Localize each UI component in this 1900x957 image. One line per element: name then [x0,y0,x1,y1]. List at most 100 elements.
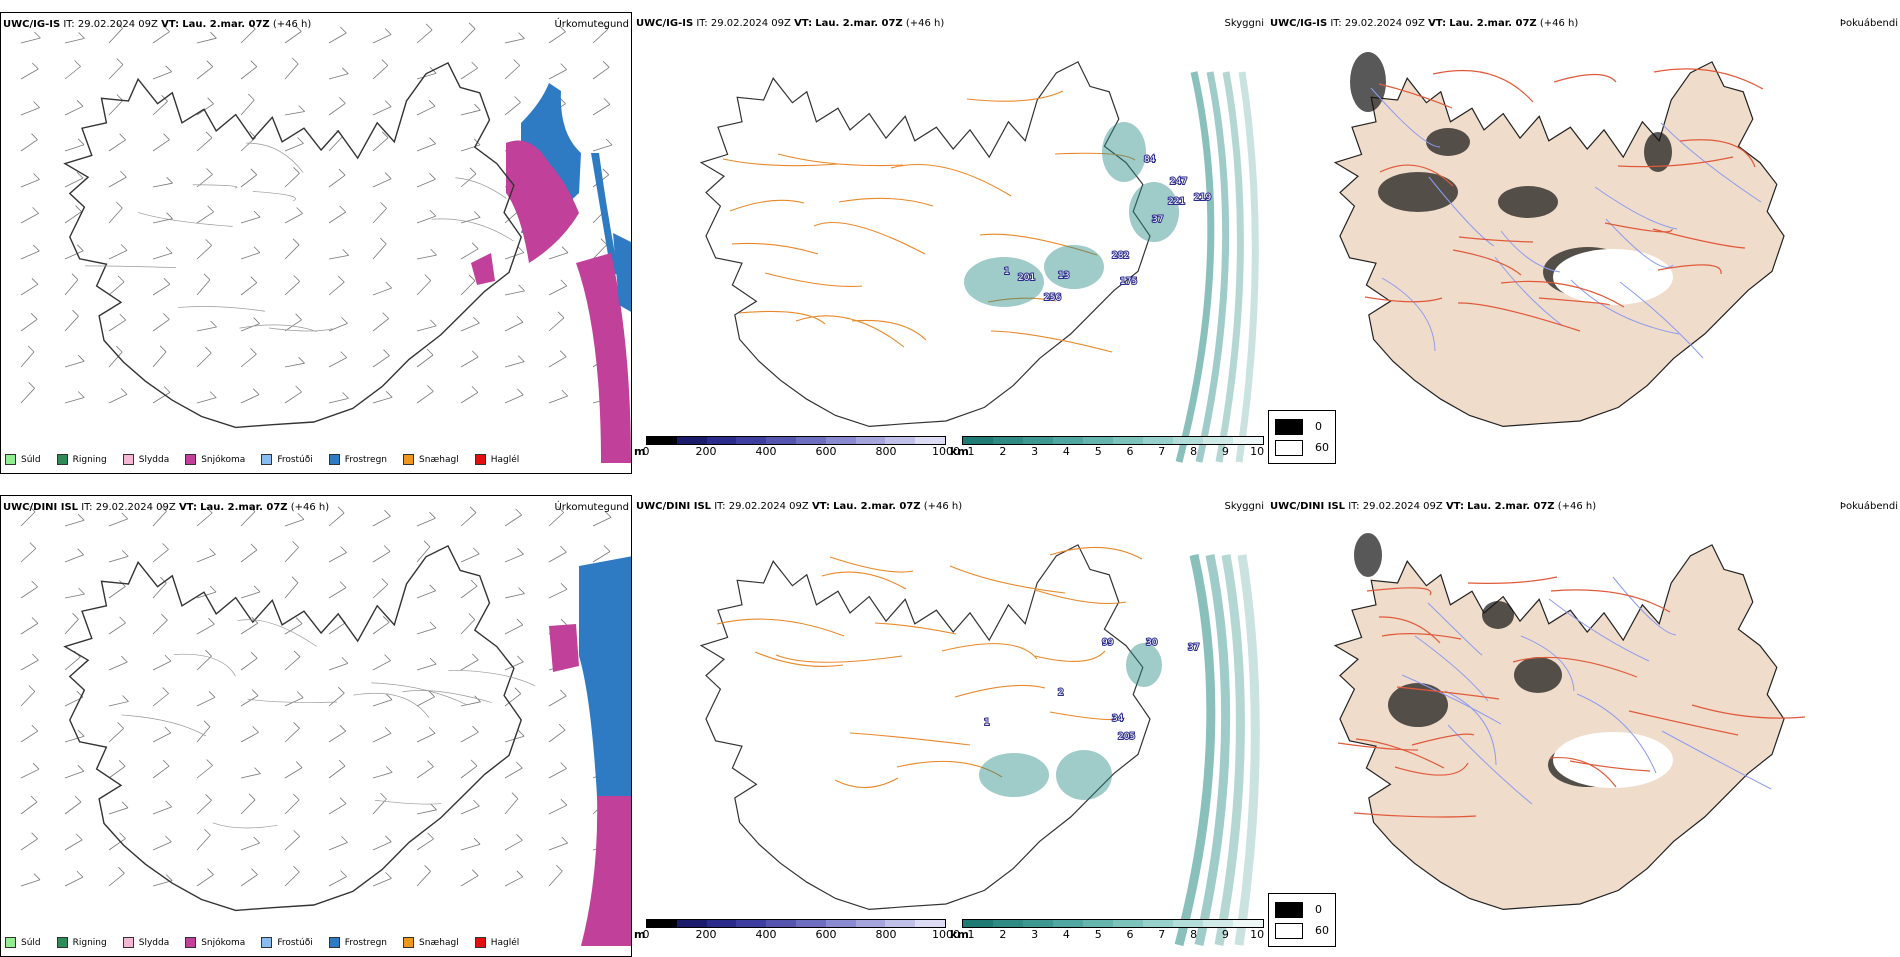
wind-barb-flag [473,799,480,807]
map-panel-1-3: UWC/IG-IS IT: 29.02.2024 09Z VT: Lau. 2.… [1268,12,1900,474]
wind-barb [460,173,477,188]
wind-barb [284,582,299,599]
road-line [1538,297,1610,306]
wind-barb-flag [472,653,479,661]
wind-barb [328,136,343,152]
wind-barb [328,552,347,563]
colorbar-tick: 6 [1126,445,1134,458]
legend-swatch [328,937,340,948]
visibility-band [1195,71,1230,463]
wind-barb [284,767,303,779]
fog-patch [1388,683,1448,727]
wind-barb-flag [163,278,171,285]
wind-barb [108,100,124,116]
road-line [834,777,899,789]
wind-barb-flag [560,689,567,697]
wind-barb [284,871,300,887]
terrain-contour [252,191,296,202]
valid-time-value: Lau. 2.mar. 07Z [833,501,921,512]
wind-barb-flag [250,60,258,67]
wind-barb-flag [208,617,215,625]
precip-band-frostregn [591,153,619,275]
wind-barb-flag [77,354,85,362]
wind-barb-flag [296,691,304,698]
road-line [896,760,1003,778]
wind-barb [460,731,479,743]
wind-barb [416,766,434,779]
colorbar-tick: 7 [1158,445,1166,458]
colorbar-step [766,920,796,927]
visibility-band [1175,71,1215,463]
colorbar-tick: 4 [1062,445,1070,458]
legend-swatch [185,937,197,948]
wind-barb [284,623,303,635]
wind-barb-flag [30,795,38,803]
init-time-label: IT: [1348,501,1360,512]
colorbar-strip [962,436,1264,445]
wind-barb-flag [516,870,524,878]
wind-barb-flag [161,613,168,621]
wind-barb-flag [119,616,126,624]
wind-barb-flag [248,793,256,801]
wind-barb [372,660,391,671]
wind-barb [20,283,39,296]
river-line [1401,674,1502,725]
init-time-value: 29.02.2024 09Z [1362,501,1443,512]
low-visibility-area [1044,245,1104,289]
legend-label: Haglél [490,454,520,465]
wind-barb-flag [516,315,524,323]
valid-time-label: VT: [161,19,180,30]
colorbar-ticks: 1 2 3 4 5 6 7 8 9 10 [962,928,1265,941]
wind-barb-flag [77,514,85,521]
road-line [1500,280,1625,308]
wind-barb [108,319,127,332]
road-line [941,643,1038,660]
wind-barb [504,65,520,80]
wind-barb [372,243,387,260]
colorbar-step [915,437,945,444]
colorbar-tick: 800 [875,445,897,458]
wind-barb-flag [163,25,170,32]
wind-barb [372,699,393,707]
wind-barb-flag [382,312,389,319]
river-line [1427,602,1483,656]
wind-barb-flag [427,760,434,767]
colorbar-step [855,920,886,927]
river-line [1548,598,1650,662]
wind-barb-flag [605,138,613,146]
wind-barb-flag [207,868,214,875]
wind-barb-flag [423,540,431,548]
wind-barb-flag [429,621,437,629]
wind-barb [152,841,172,851]
wind-barb-flag [77,548,84,556]
colorbar-step [1083,920,1113,927]
wind-barb-flag [76,171,84,179]
wind-barb-flag [473,316,480,324]
wind-barb [504,839,523,851]
wind-barb-flag [385,766,393,773]
wind-barb [240,282,258,296]
wind-barb-flag [206,759,213,766]
wind-barb [152,732,171,743]
wind-barb [152,283,171,296]
wind-barb [460,659,479,671]
panel-title: Úrkomutegund [554,19,629,30]
wind-barb [20,388,35,404]
panel-title: Úrkomutegund [554,502,629,513]
river-line [1520,635,1575,692]
wind-barb-flag [602,168,610,176]
init-time-value: 29.02.2024 09Z [95,502,176,513]
wind-barb-flag [118,760,126,767]
wind-barb-flag [384,28,392,35]
wind-barb-flag [116,22,123,29]
wind-barb-flag [342,67,349,75]
wind-barb [416,280,432,296]
fog-legend-swatch [1275,922,1303,939]
wind-barb-flag [32,207,39,214]
legend-item: Snjókoma [185,937,245,948]
wind-barb [284,697,304,707]
colorbar-tick: 4 [1062,928,1070,941]
wind-barb [196,211,214,224]
wind-barb [460,619,476,635]
wind-barb-flag [517,355,525,362]
